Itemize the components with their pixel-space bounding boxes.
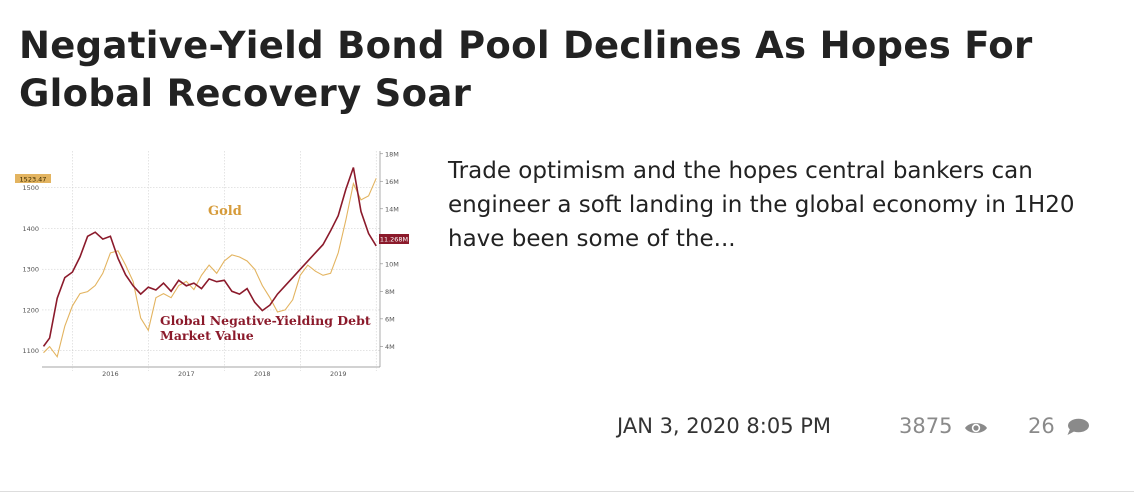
right-tick-label: 16M <box>385 178 399 186</box>
right-tick-label: 10M <box>385 260 399 268</box>
view-count-value: 3875 <box>899 414 953 438</box>
left-tick-label: 1200 <box>22 306 39 314</box>
last-value-label-gold: 1523.47 <box>20 176 47 184</box>
left-tick-label: 1100 <box>22 347 39 355</box>
article-excerpt: Trade optimism and the hopes central ban… <box>448 158 1075 252</box>
divider <box>0 491 1134 492</box>
x-tick-label: 2019 <box>330 370 347 378</box>
right-tick-label: 14M <box>385 205 399 213</box>
right-tick-label: 8M <box>385 288 395 296</box>
comment-count[interactable]: 26 <box>1028 410 1090 442</box>
last-value-label-debt: 11.268M <box>380 236 408 244</box>
last-value-labels: 1523.47 11.268M <box>15 174 409 244</box>
article-meta: JAN 3, 2020 8:05 PM 3875 26 <box>0 410 1090 442</box>
view-count: 3875 <box>899 410 988 442</box>
last-value-badge-gold <box>15 174 51 183</box>
left-tick-label: 1300 <box>22 266 39 274</box>
chart-grid <box>42 151 381 371</box>
x-tick-label: 2018 <box>254 370 271 378</box>
publish-date: JAN 3, 2020 8:05 PM <box>617 414 832 438</box>
x-tick-label: 2017 <box>178 370 195 378</box>
left-axis: 1100 1200 1300 1400 1500 <box>22 184 39 355</box>
article-title[interactable]: Negative-Yield Bond Pool Declines As Hop… <box>19 24 1033 115</box>
comment-count-value: 26 <box>1028 414 1055 438</box>
annotation-gold: Gold <box>208 204 242 219</box>
left-tick-label: 1400 <box>22 225 39 233</box>
x-tick-label: 2016 <box>102 370 119 378</box>
right-tick-label: 4M <box>385 343 395 351</box>
last-value-badge-debt <box>379 234 409 244</box>
annotation-debt-line1: Global Negative-Yielding Debt <box>160 313 371 328</box>
right-axis: 4M6M8M10M12M14M16M18M <box>380 150 399 351</box>
left-tick-label: 1500 <box>22 184 39 192</box>
comment-bubble-icon <box>1067 418 1090 435</box>
right-tick-label: 6M <box>385 315 395 323</box>
right-tick-label: 18M <box>385 150 399 158</box>
eye-icon <box>965 423 988 433</box>
series-line-debt <box>42 167 377 347</box>
series-line-gold <box>43 178 377 359</box>
annotation-debt-line2: Market Value <box>160 328 254 343</box>
x-axis: 2016 2017 2018 2019 <box>102 370 346 378</box>
